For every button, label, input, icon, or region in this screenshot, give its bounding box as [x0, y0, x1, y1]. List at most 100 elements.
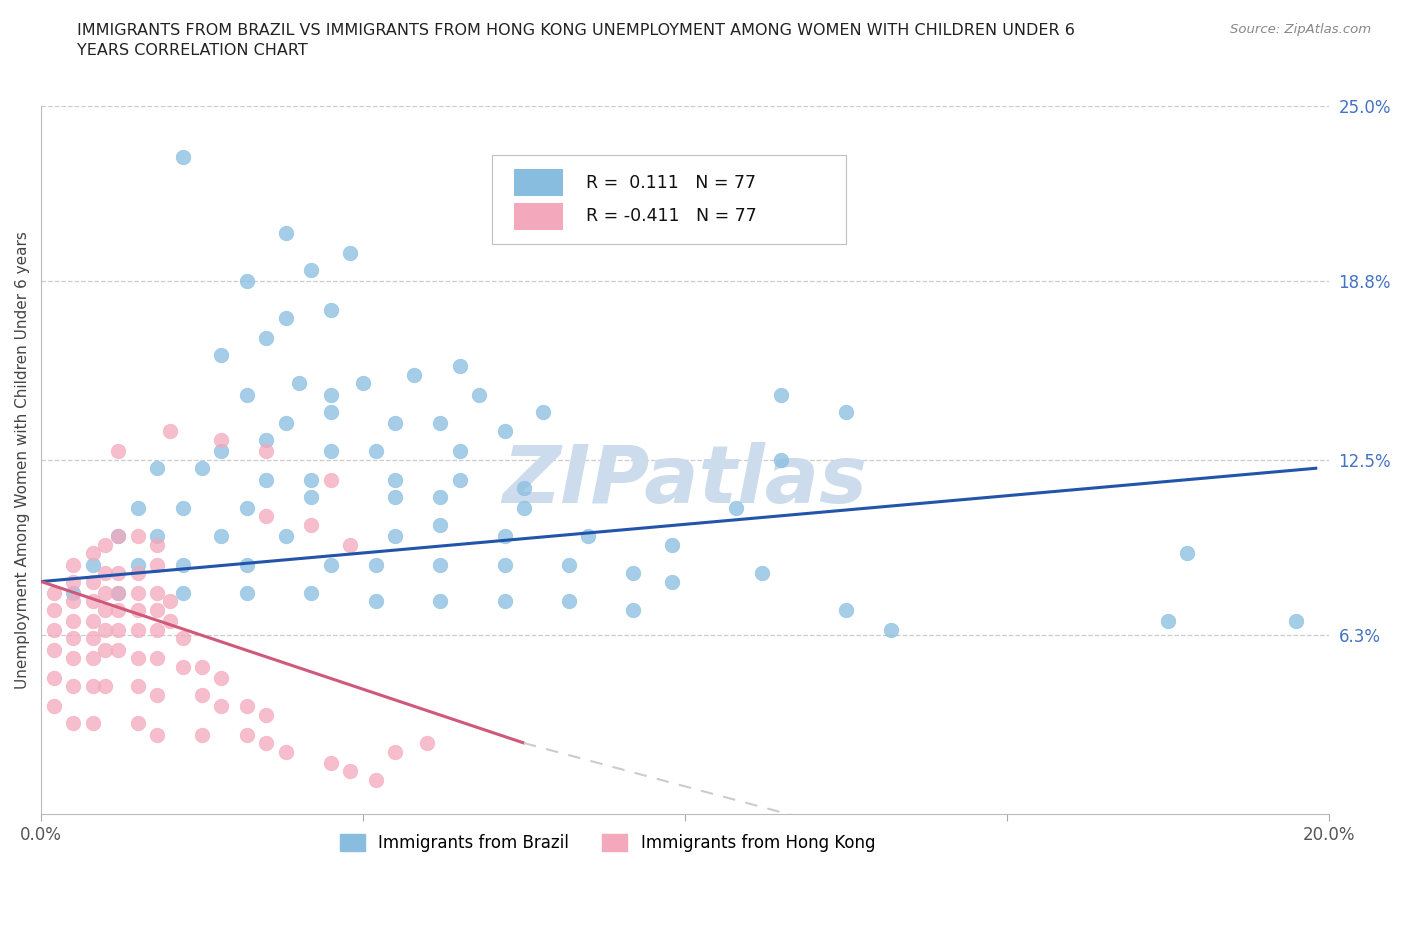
- Point: [159, 614, 181, 629]
- Point: [236, 586, 259, 601]
- Point: [254, 432, 277, 447]
- Point: [62, 594, 84, 609]
- Point: [770, 452, 793, 467]
- Point: [159, 594, 181, 609]
- Bar: [513, 203, 562, 230]
- Point: [494, 529, 516, 544]
- Point: [107, 586, 129, 601]
- Point: [94, 622, 117, 637]
- Point: [494, 424, 516, 439]
- Point: [319, 472, 342, 487]
- Point: [494, 594, 516, 609]
- Point: [42, 622, 65, 637]
- Point: [1285, 614, 1308, 629]
- Point: [146, 586, 169, 601]
- Point: [107, 603, 129, 618]
- Point: [835, 603, 858, 618]
- Point: [127, 603, 149, 618]
- Point: [172, 631, 194, 645]
- Point: [468, 387, 491, 402]
- Point: [384, 472, 406, 487]
- Point: [42, 586, 65, 601]
- Point: [254, 472, 277, 487]
- Point: [62, 586, 84, 601]
- Point: [94, 679, 117, 694]
- Y-axis label: Unemployment Among Women with Children Under 6 years: Unemployment Among Women with Children U…: [15, 231, 30, 689]
- Point: [94, 565, 117, 580]
- Point: [254, 330, 277, 345]
- Point: [661, 574, 683, 589]
- Point: [62, 574, 84, 589]
- Point: [364, 557, 387, 572]
- Point: [82, 651, 104, 666]
- Point: [319, 444, 342, 458]
- Point: [146, 557, 169, 572]
- Point: [364, 594, 387, 609]
- Point: [82, 679, 104, 694]
- Point: [236, 557, 259, 572]
- Point: [576, 529, 599, 544]
- Point: [429, 594, 451, 609]
- Point: [301, 586, 323, 601]
- Point: [274, 529, 297, 544]
- Point: [127, 529, 149, 544]
- Point: [1175, 546, 1198, 561]
- Point: [82, 614, 104, 629]
- Point: [82, 557, 104, 572]
- Point: [319, 557, 342, 572]
- Bar: [513, 169, 562, 196]
- Point: [254, 444, 277, 458]
- Point: [82, 631, 104, 645]
- Point: [146, 651, 169, 666]
- Text: Source: ZipAtlas.com: Source: ZipAtlas.com: [1230, 23, 1371, 36]
- Point: [209, 529, 232, 544]
- Point: [159, 424, 181, 439]
- Point: [146, 461, 169, 476]
- Point: [191, 461, 214, 476]
- Point: [42, 698, 65, 713]
- Legend: Immigrants from Brazil, Immigrants from Hong Kong: Immigrants from Brazil, Immigrants from …: [333, 827, 882, 858]
- Point: [319, 387, 342, 402]
- Point: [236, 727, 259, 742]
- Point: [429, 517, 451, 532]
- Point: [94, 538, 117, 552]
- Point: [339, 538, 361, 552]
- Point: [531, 405, 554, 419]
- Point: [339, 246, 361, 260]
- Point: [127, 622, 149, 637]
- Point: [209, 698, 232, 713]
- Point: [172, 500, 194, 515]
- Point: [209, 432, 232, 447]
- Point: [62, 651, 84, 666]
- Point: [880, 622, 903, 637]
- Point: [429, 416, 451, 431]
- Point: [209, 444, 232, 458]
- Point: [364, 773, 387, 788]
- Point: [449, 359, 471, 374]
- Point: [751, 565, 773, 580]
- Point: [42, 671, 65, 685]
- Point: [558, 594, 581, 609]
- Point: [94, 603, 117, 618]
- Point: [191, 687, 214, 702]
- Point: [146, 727, 169, 742]
- Point: [416, 736, 439, 751]
- Point: [364, 444, 387, 458]
- Point: [62, 631, 84, 645]
- Point: [82, 546, 104, 561]
- Point: [339, 764, 361, 778]
- Point: [42, 603, 65, 618]
- Point: [301, 262, 323, 277]
- Point: [172, 586, 194, 601]
- Point: [172, 149, 194, 164]
- Point: [287, 376, 309, 391]
- Point: [274, 744, 297, 759]
- Point: [236, 698, 259, 713]
- Point: [319, 302, 342, 317]
- Point: [172, 557, 194, 572]
- Point: [429, 489, 451, 504]
- Text: R =  0.111   N = 77: R = 0.111 N = 77: [586, 174, 756, 192]
- Point: [146, 538, 169, 552]
- Point: [107, 444, 129, 458]
- Point: [146, 603, 169, 618]
